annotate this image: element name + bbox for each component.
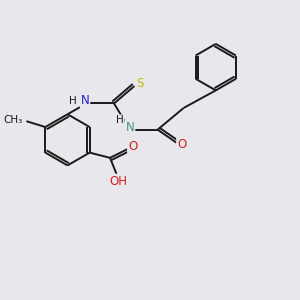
- Text: O: O: [128, 140, 137, 153]
- Text: O: O: [177, 138, 186, 151]
- Text: N: N: [81, 94, 89, 107]
- Text: S: S: [136, 76, 144, 90]
- Text: N: N: [126, 121, 134, 134]
- Text: CH₃: CH₃: [4, 116, 23, 125]
- Text: H: H: [69, 96, 76, 106]
- Text: OH: OH: [110, 175, 128, 188]
- Text: H: H: [116, 116, 124, 125]
